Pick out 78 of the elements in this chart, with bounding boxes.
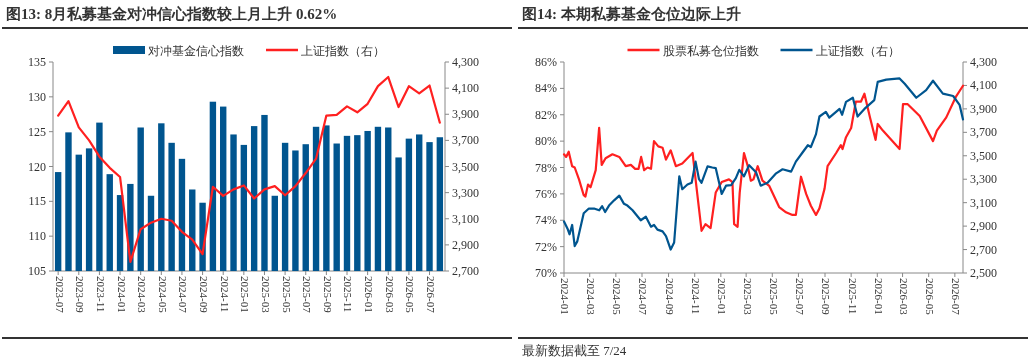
y2-tick-label: 2,900	[452, 237, 479, 252]
legend-label: 对冲基金信心指数	[148, 43, 244, 58]
y-tick-label: 110	[28, 229, 46, 244]
line-series	[57, 75, 441, 263]
x-tick-label: 2026-07	[950, 278, 963, 316]
y2-tick-label: 3,500	[970, 148, 997, 163]
x-tick-label: 2025-01	[716, 278, 729, 315]
x-tick-label: 2025-11	[342, 276, 355, 313]
y2-tick-label: 4,300	[452, 55, 479, 69]
y2-tick-label: 3,700	[970, 125, 997, 140]
x-tick-label: 2025-09	[820, 278, 833, 316]
y2-tick-label: 3,700	[452, 133, 479, 148]
y-tick-label: 130	[28, 89, 46, 104]
y2-tick-label: 2,900	[970, 219, 997, 234]
y-tick-label: 86%	[535, 55, 557, 69]
x-tick-label: 2024-11	[690, 278, 703, 315]
x-tick-label: 2024-01	[115, 276, 128, 313]
x-tick-label: 2026-07	[425, 276, 437, 314]
y-tick-label: 84%	[535, 81, 557, 96]
legend-label: 股票私募仓位指数	[662, 43, 759, 58]
y-tick-label: 78%	[535, 160, 557, 175]
x-tick-label: 2025-11	[846, 278, 859, 315]
legend-label: 上证指数（右）	[815, 43, 900, 58]
y2-tick-label: 2,500	[970, 266, 997, 280]
y-tick-label: 115	[28, 194, 46, 209]
y-tick-label: 125	[28, 124, 46, 139]
y-tick-label: 82%	[535, 107, 557, 122]
y2-tick-label: 3,100	[452, 211, 479, 226]
x-tick-label: 2024-07	[177, 276, 190, 314]
x-tick-label: 2026-05	[924, 278, 937, 316]
x-tick-label: 2025-03	[259, 276, 272, 314]
chart-title: 图14: 本期私募基金仓位边际上升	[522, 6, 741, 22]
y2-tick-label: 3,900	[452, 107, 479, 122]
y-tick-label: 135	[28, 55, 46, 69]
y2-tick-label: 4,100	[452, 81, 479, 96]
chart-title: 图13: 8月私募基金对冲信心指数较上月上升 0.62%	[6, 5, 338, 22]
x-tick-label: 2024-11	[218, 276, 231, 313]
x-tick-label: 2025-01	[239, 276, 252, 313]
y-tick-label: 72%	[535, 239, 557, 254]
x-tick-label: 2023-09	[74, 276, 87, 314]
y2-tick-label: 4,300	[970, 55, 997, 69]
y-tick-label: 80%	[535, 134, 557, 149]
x-tick-label: 2025-07	[793, 278, 806, 316]
x-tick-label: 2024-05	[156, 276, 169, 314]
y2-tick-label: 3,300	[970, 172, 997, 187]
y-tick-label: 70%	[535, 266, 557, 280]
x-tick-label: 2026-05	[404, 276, 417, 314]
x-tick-label: 2026-03	[898, 278, 911, 316]
y2-tick-label: 3,500	[452, 159, 479, 174]
legend-label: 上证指数（右）	[301, 43, 385, 58]
x-tick-label: 2024-09	[198, 276, 211, 314]
x-tick-label: 2025-05	[767, 278, 780, 316]
y-tick-label: 76%	[535, 186, 557, 201]
x-tick-label: 2026-01	[363, 276, 376, 313]
y2-tick-label: 2,700	[970, 242, 997, 257]
x-tick-label: 2025-09	[321, 276, 334, 314]
y2-tick-label: 3,900	[970, 101, 997, 116]
x-tick-label: 2024-03	[136, 276, 149, 314]
y2-tick-label: 3,100	[970, 195, 997, 210]
y2-tick-label: 3,300	[452, 185, 479, 200]
x-tick-label: 2024-01	[559, 278, 572, 315]
x-tick-label: 2024-09	[664, 278, 677, 316]
y-tick-label: 74%	[535, 213, 557, 228]
x-tick-label: 2025-03	[741, 278, 754, 316]
x-tick-label: 2024-07	[637, 278, 650, 316]
y-tick-label: 105	[28, 264, 46, 278]
x-tick-label: 2023-07	[53, 276, 66, 314]
y2-tick-label: 4,100	[970, 78, 997, 93]
y2-tick-label: 2,700	[452, 264, 479, 278]
y-tick-label: 120	[28, 159, 46, 174]
x-tick-label: 2026-01	[872, 278, 885, 315]
x-tick-label: 2025-05	[280, 276, 293, 314]
x-tick-label: 2023-11	[94, 276, 107, 313]
x-tick-label: 2024-05	[611, 278, 624, 316]
x-tick-label: 2025-07	[301, 276, 314, 314]
x-tick-label: 2024-03	[585, 278, 598, 316]
x-tick-label: 2026-03	[383, 276, 396, 314]
text: 最新数据截至 7/24	[522, 343, 627, 358]
